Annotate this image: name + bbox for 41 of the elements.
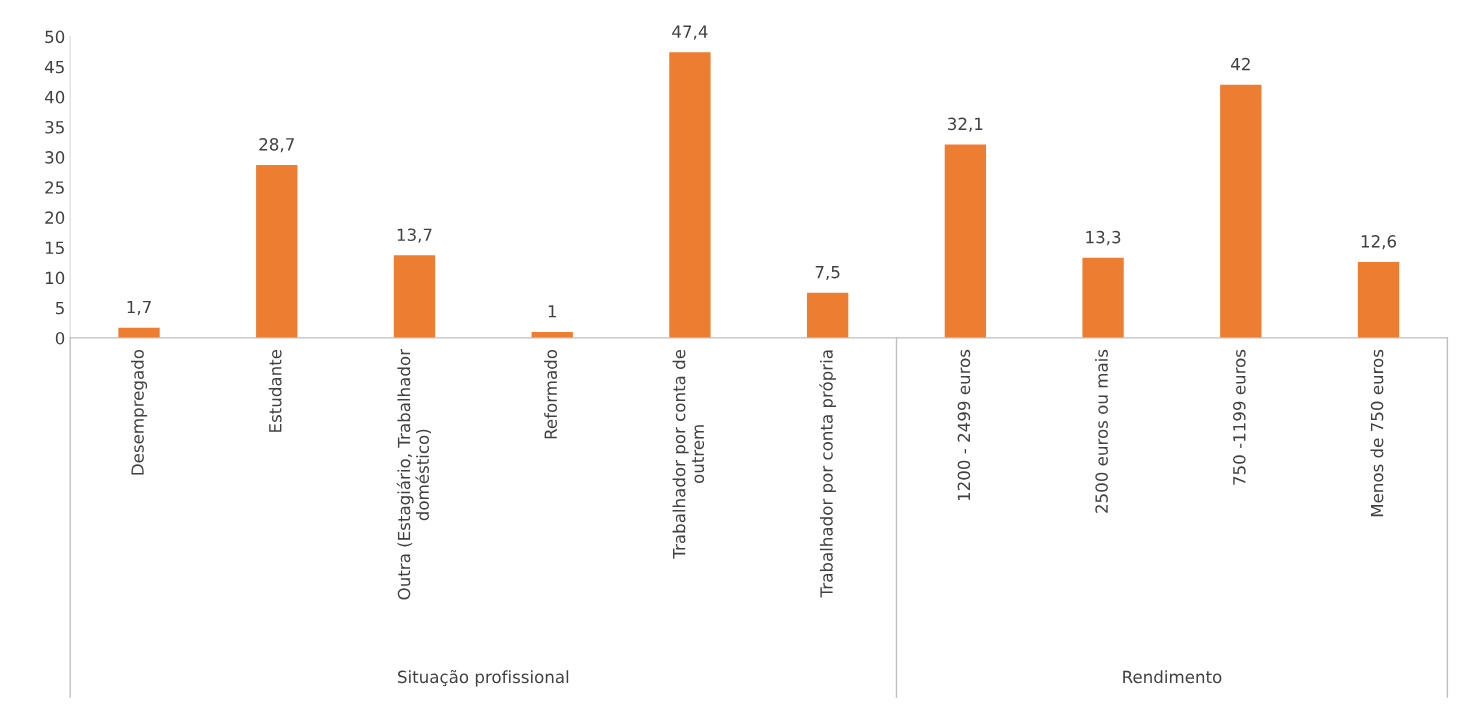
x-tick-label: 2500 euros ou mais xyxy=(1095,349,1108,513)
bar xyxy=(806,292,849,338)
y-tick-label: 5 xyxy=(56,301,64,315)
y-tick-label: 25 xyxy=(45,181,64,194)
x-tick-label: 750 -1199 euros xyxy=(1233,349,1246,485)
x-tick-label: Desempregado xyxy=(130,349,148,475)
x-tick-label: 1200 - 2499 euros xyxy=(957,349,971,501)
data-label: 13,3 xyxy=(1086,230,1121,246)
bar xyxy=(256,164,298,338)
data-label: 42 xyxy=(1231,57,1250,71)
y-tick-label: 30 xyxy=(45,151,65,164)
y-tick-label: 35 xyxy=(45,120,64,134)
y-tick-label: 10 xyxy=(45,271,65,285)
x-tick-label: Trabalhador por conta própria xyxy=(819,350,837,598)
x-tick-label: Reformado xyxy=(544,349,558,439)
y-tick-label: 15 xyxy=(45,241,64,255)
y-tick-label: 40 xyxy=(44,90,65,104)
y-tick-label: 45 xyxy=(44,60,64,74)
text: Rendimento xyxy=(1123,670,1222,684)
data-label: 47,4 xyxy=(672,25,708,40)
y-tick-label: 0 xyxy=(55,331,65,345)
bar xyxy=(669,52,711,338)
y-tick-label: 50 xyxy=(45,30,65,44)
data-label: 1 xyxy=(548,305,556,318)
data-label: 1,7 xyxy=(127,300,151,316)
x-tick-label: Estudante xyxy=(268,349,282,432)
bar xyxy=(1082,257,1124,338)
y-tick-label: 20 xyxy=(45,211,65,224)
bar xyxy=(393,255,436,338)
x-tick-label: Outra (Estagiário, Trabalhador doméstico) xyxy=(396,349,431,600)
text: Situação profissional xyxy=(398,669,569,687)
data-label: 12,6 xyxy=(1361,235,1397,250)
bar xyxy=(1220,84,1262,338)
data-label: 13,7 xyxy=(397,228,432,243)
x-tick-label: Trabalhador por conta de outrem xyxy=(672,349,705,559)
data-label: 7,5 xyxy=(815,265,840,281)
bar xyxy=(944,144,987,338)
data-label: 32,1 xyxy=(948,117,983,132)
data-label: 28,7 xyxy=(259,138,294,153)
bar xyxy=(1357,261,1400,338)
x-tick-label: Menos de 750 euros xyxy=(1370,349,1384,517)
